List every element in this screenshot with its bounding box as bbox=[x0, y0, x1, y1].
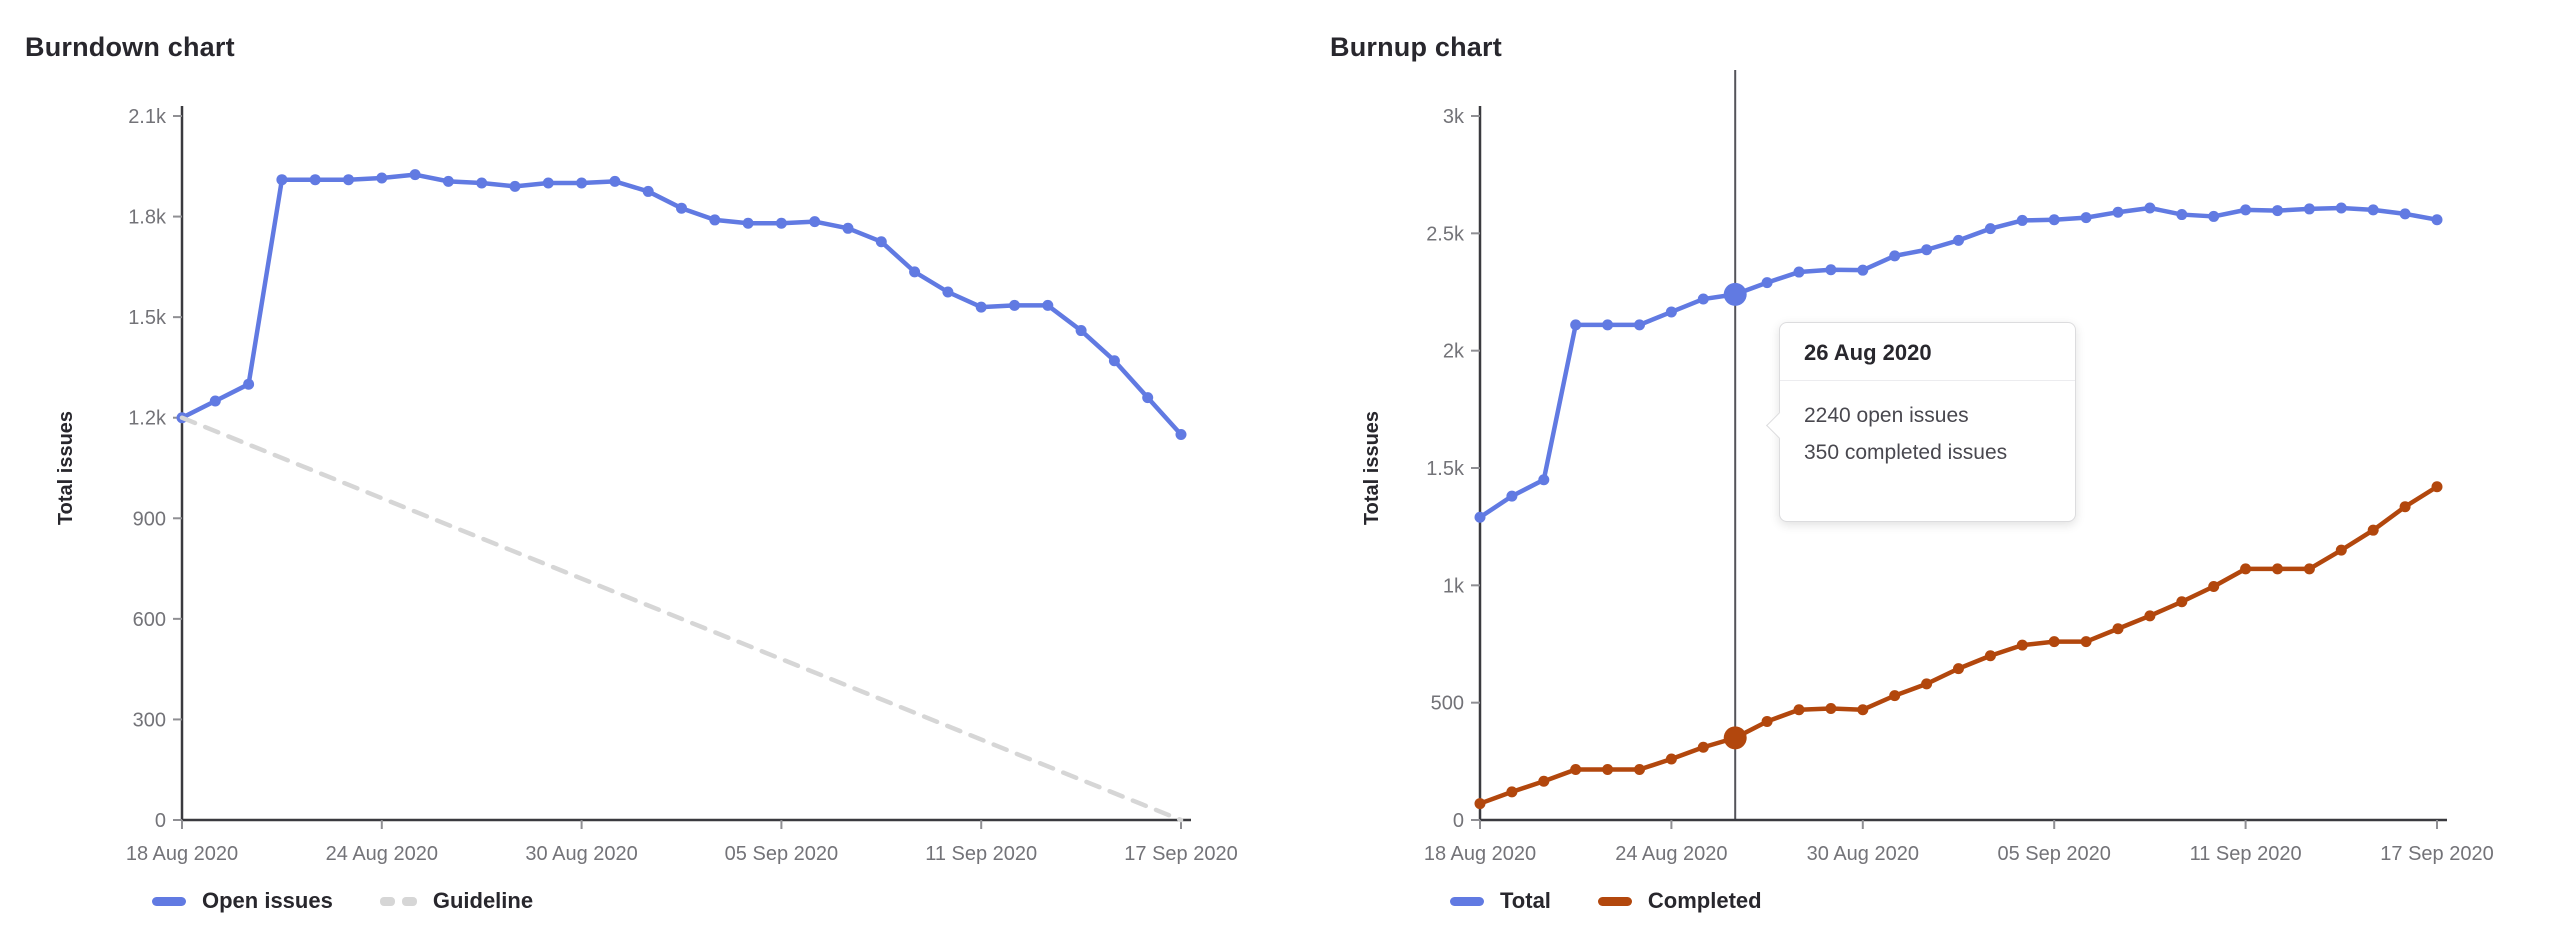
svg-text:2k: 2k bbox=[1443, 341, 1465, 363]
svg-text:1.5k: 1.5k bbox=[128, 307, 167, 329]
svg-text:1.2k: 1.2k bbox=[128, 408, 167, 430]
svg-text:0: 0 bbox=[1453, 810, 1464, 832]
svg-text:11 Sep 2020: 11 Sep 2020 bbox=[925, 843, 1037, 865]
burnup-panel: Burnup chart 0 500 1k 1.5k 2k 2.5k 3k 18 Aug 20… bbox=[1277, 0, 2554, 952]
svg-text:900: 900 bbox=[133, 508, 166, 530]
svg-text:30 Aug 2020: 30 Aug 2020 bbox=[525, 843, 637, 865]
svg-text:2.5k: 2.5k bbox=[1426, 223, 1465, 245]
svg-text:0: 0 bbox=[155, 810, 166, 832]
completed-swatch bbox=[1597, 896, 1632, 906]
tooltip-date: 26 Aug 2020 bbox=[1804, 340, 1932, 365]
legend-item-total: Total bbox=[1450, 888, 1551, 914]
legend-label-total: Total bbox=[1500, 888, 1551, 913]
svg-text:05 Sep 2020: 05 Sep 2020 bbox=[725, 843, 838, 865]
legend-label-completed: Completed bbox=[1647, 888, 1762, 913]
svg-text:1.8k: 1.8k bbox=[128, 207, 167, 229]
svg-text:05 Sep 2020: 05 Sep 2020 bbox=[1997, 843, 2110, 865]
svg-text:17 Sep 2020: 17 Sep 2020 bbox=[2380, 843, 2493, 865]
svg-text:17 Sep 2020: 17 Sep 2020 bbox=[1124, 843, 1237, 865]
svg-text:300: 300 bbox=[133, 709, 166, 731]
burnup-hover-tooltip: 26 Aug 2020 2240 open issues 350 complet… bbox=[1766, 322, 2076, 522]
svg-text:24 Aug 2020: 24 Aug 2020 bbox=[326, 843, 438, 865]
svg-text:2.1k: 2.1k bbox=[128, 106, 167, 128]
svg-text:18 Aug 2020: 18 Aug 2020 bbox=[126, 843, 238, 865]
tooltip-completed-issues: 350 completed issues bbox=[1804, 441, 2008, 464]
svg-text:Total issues: Total issues bbox=[55, 411, 77, 525]
svg-text:Total issues: Total issues bbox=[1361, 411, 1383, 525]
svg-text:1k: 1k bbox=[1443, 575, 1465, 597]
svg-text:18 Aug 2020: 18 Aug 2020 bbox=[1424, 843, 1536, 865]
legend-item-open-issues: Open issues bbox=[152, 888, 333, 914]
total-swatch bbox=[1450, 896, 1484, 906]
guideline-swatch bbox=[379, 896, 417, 906]
svg-text:11 Sep 2020: 11 Sep 2020 bbox=[2190, 843, 2302, 865]
tooltip-body: 2240 open issues 350 completed issues bbox=[1780, 381, 2075, 511]
legend-item-guideline: Guideline bbox=[379, 888, 534, 914]
legend-item-completed: Completed bbox=[1597, 888, 1762, 914]
svg-text:1.5k: 1.5k bbox=[1426, 458, 1465, 480]
svg-text:30 Aug 2020: 30 Aug 2020 bbox=[1807, 843, 1919, 865]
burndown-chart-title: Burndown chart bbox=[25, 32, 235, 63]
burnup-legend: Total Completed bbox=[1450, 888, 1809, 914]
burndown-legend: Open issues Guideline bbox=[152, 888, 580, 914]
tooltip-open-issues: 2240 open issues bbox=[1804, 404, 1969, 427]
burnup-chart-title: Burnup chart bbox=[1330, 32, 1502, 63]
burnup-chart[interactable]: 0 500 1k 1.5k 2k 2.5k 3k 18 Aug 2020 24 Aug 2020… bbox=[1277, 0, 2554, 952]
svg-text:24 Aug 2020: 24 Aug 2020 bbox=[1615, 843, 1727, 865]
svg-text:500: 500 bbox=[1431, 693, 1464, 715]
legend-label-guideline: Guideline bbox=[432, 888, 534, 913]
tooltip-header: 26 Aug 2020 bbox=[1780, 323, 2075, 381]
burndown-panel: Burndown chart 0 300 600 900 1.2k 1.5k 1.8k 2.1… bbox=[0, 0, 1277, 952]
svg-text:3k: 3k bbox=[1443, 106, 1465, 128]
svg-text:600: 600 bbox=[133, 609, 166, 631]
legend-label-open-issues: Open issues bbox=[202, 888, 333, 913]
open-issues-swatch bbox=[152, 896, 186, 906]
burndown-chart[interactable]: 0 300 600 900 1.2k 1.5k 1.8k 2.1k 18 Aug 2020 24 … bbox=[0, 0, 1277, 952]
